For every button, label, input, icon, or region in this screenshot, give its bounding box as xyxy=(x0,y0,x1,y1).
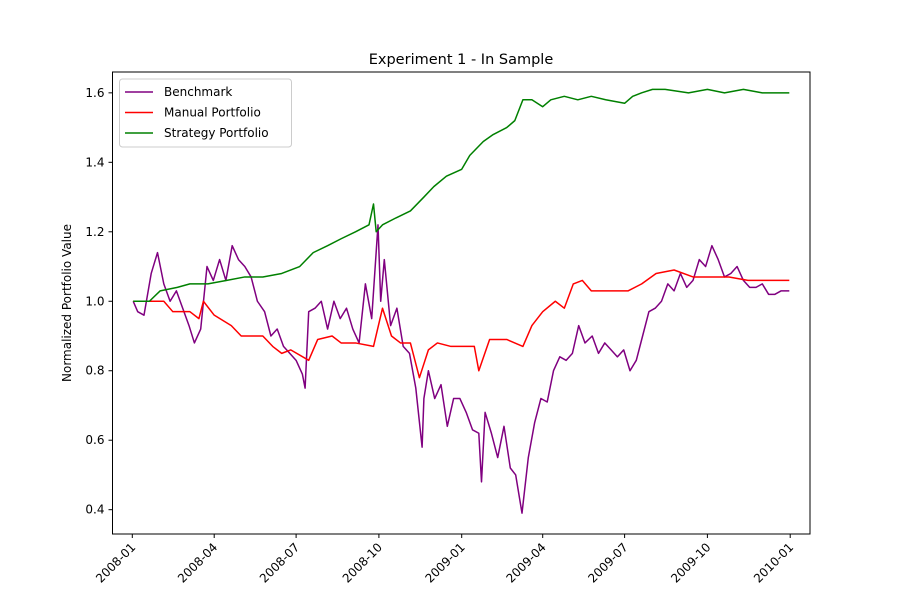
legend-label: Benchmark xyxy=(164,85,232,99)
series-line-benchmark xyxy=(132,224,790,514)
y-tick-label: 1.2 xyxy=(85,225,104,239)
legend-box xyxy=(119,78,292,148)
y-tick-label: 1.6 xyxy=(85,86,104,100)
legend-label: Manual Portfolio xyxy=(164,106,261,120)
y-tick-label: 1.0 xyxy=(85,294,104,308)
series-layer xyxy=(132,88,790,514)
legend-label: Strategy Portfolio xyxy=(164,126,269,140)
y-tick-label: 0.6 xyxy=(85,433,104,447)
chart-title: Experiment 1 - In Sample xyxy=(369,52,554,68)
y-axis: 0.4 0.6 0.8 1.0 1.2 1.4 1.6 xyxy=(85,86,113,517)
y-tick-label: 1.4 xyxy=(85,155,104,169)
legend: Benchmark Manual Portfolio Strategy Portfo… xyxy=(119,78,292,148)
y-tick-label: 0.4 xyxy=(85,503,104,517)
y-tick-label: 0.8 xyxy=(85,364,104,378)
series-line-manual-portfolio xyxy=(133,269,790,379)
series-line-strategy-portfolio xyxy=(133,88,790,303)
y-axis-title: Normalized Portfolio Value xyxy=(60,224,74,382)
